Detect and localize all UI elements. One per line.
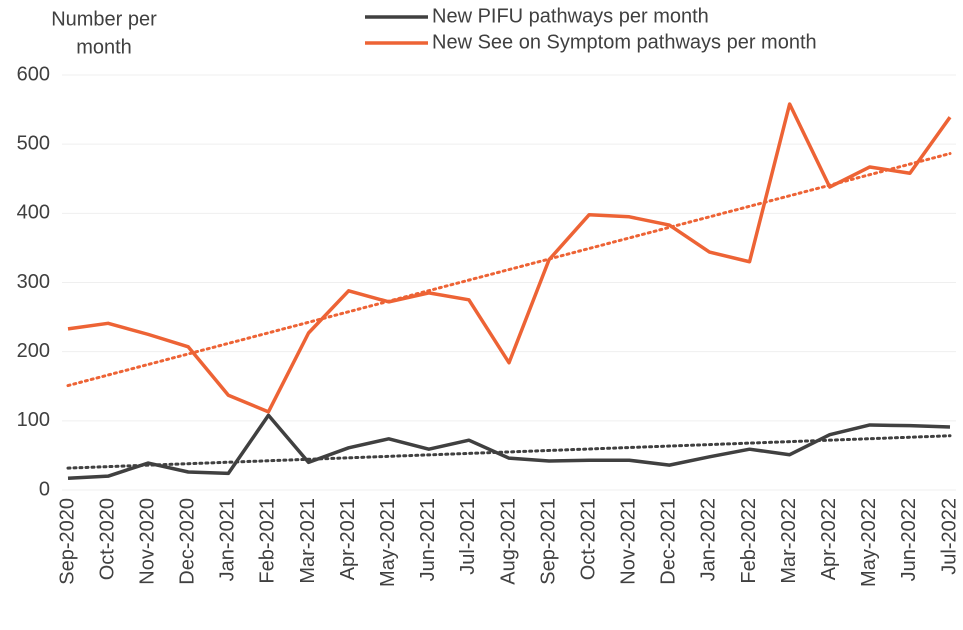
x-tick-label: Mar-2022 xyxy=(778,498,800,584)
y-axis-label: Number per xyxy=(51,8,157,30)
x-tick-label: Jul-2021 xyxy=(457,498,479,575)
x-tick-label: Nov-2020 xyxy=(136,498,158,585)
y-tick-label: 400 xyxy=(17,202,50,224)
x-tick-label: Sep-2020 xyxy=(56,498,78,585)
y-tick-label: 0 xyxy=(39,478,50,500)
x-tick-label: Jan-2021 xyxy=(217,498,239,581)
x-tick-label: Oct-2021 xyxy=(577,498,599,580)
x-tick-label: Nov-2021 xyxy=(618,498,640,585)
data-line xyxy=(67,413,951,480)
data-line xyxy=(67,102,952,414)
x-tick-label: Apr-2022 xyxy=(818,498,840,580)
y-axis-label: month xyxy=(76,36,132,58)
legend-label: New See on Symptom pathways per month xyxy=(432,31,817,53)
legend-label: New PIFU pathways per month xyxy=(432,5,709,27)
x-tick-label: Sep-2021 xyxy=(537,498,559,585)
y-tick-label: 100 xyxy=(17,409,50,431)
x-tick-label: Jan-2022 xyxy=(698,498,720,581)
y-tick-label: 600 xyxy=(17,63,50,85)
x-tick-label: May-2022 xyxy=(858,498,880,587)
x-tick-label: Dec-2021 xyxy=(658,498,680,585)
x-tick-label: Apr-2021 xyxy=(337,498,359,580)
trendline xyxy=(66,152,952,388)
x-tick-label: Feb-2022 xyxy=(738,498,760,584)
x-tick-label: May-2021 xyxy=(377,498,399,587)
x-tick-label: Oct-2020 xyxy=(96,498,118,580)
x-tick-label: Jun-2022 xyxy=(898,498,920,581)
y-tick-label: 500 xyxy=(17,132,50,154)
x-tick-label: Dec-2020 xyxy=(177,498,199,585)
x-tick-label: Aug-2021 xyxy=(497,498,519,585)
y-tick-label: 200 xyxy=(17,340,50,362)
x-tick-label: Jun-2021 xyxy=(417,498,439,581)
x-tick-label: Feb-2021 xyxy=(257,498,279,584)
x-tick-label: Jul-2022 xyxy=(938,498,960,575)
trendline xyxy=(66,434,952,470)
x-tick-label: Mar-2021 xyxy=(297,498,319,584)
y-tick-label: 300 xyxy=(17,271,50,293)
